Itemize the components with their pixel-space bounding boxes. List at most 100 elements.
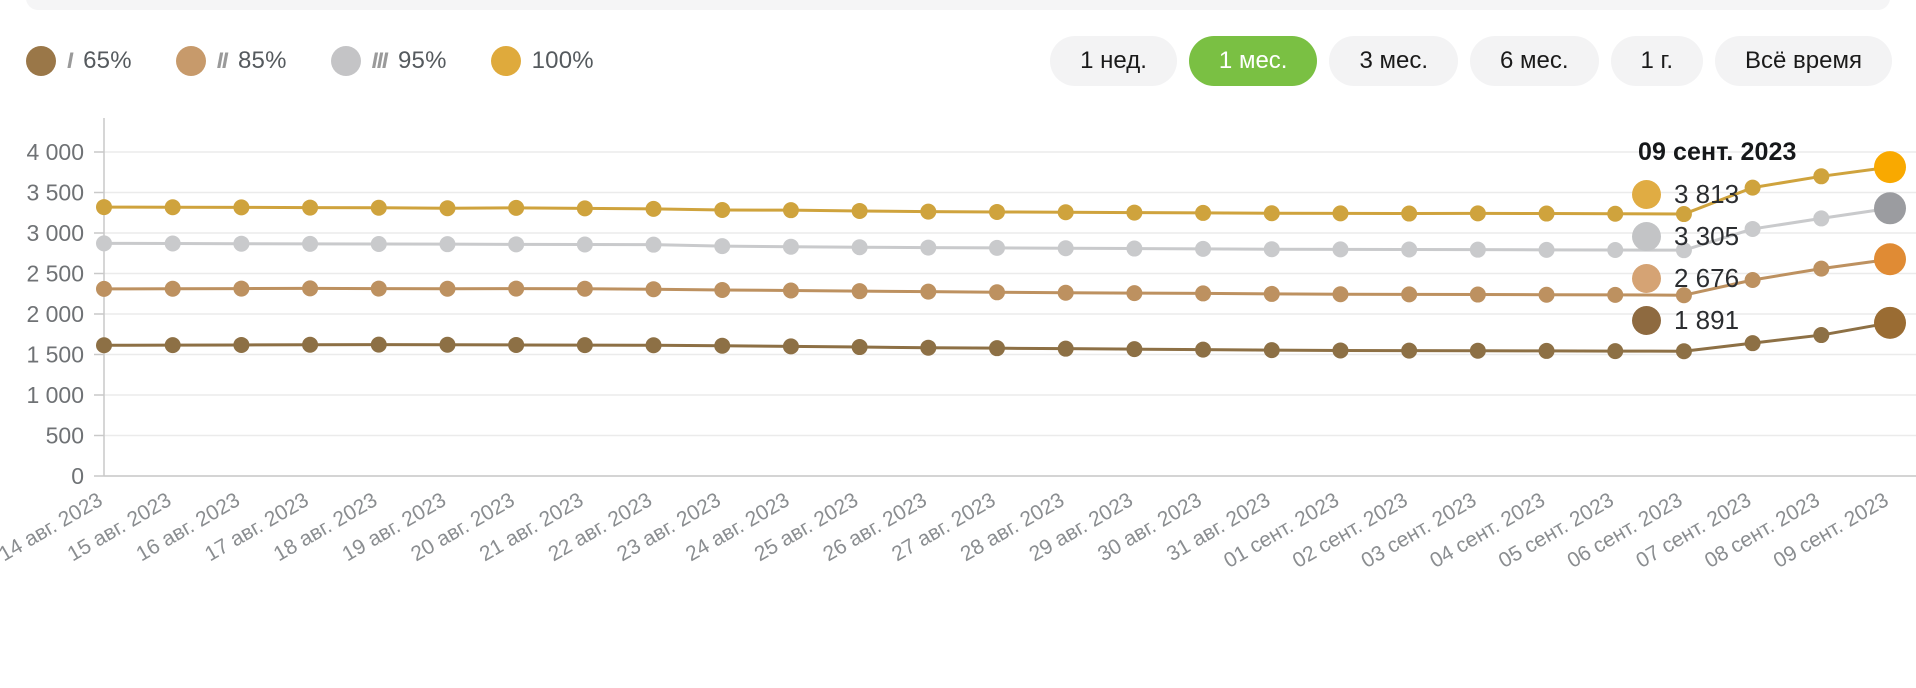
series-point-100%[interactable] [1607,205,1624,222]
series-point-95%[interactable] [714,238,731,255]
series-point-85%[interactable] [576,280,593,297]
series-point-95%[interactable] [1401,241,1418,258]
series-point-65%[interactable] [1813,327,1830,344]
series-point-100%[interactable] [233,199,250,216]
series-point-100%[interactable] [645,200,662,217]
series-point-95%[interactable] [164,235,181,252]
series-layer[interactable] [96,151,1906,360]
series-point-95%[interactable] [1126,240,1143,257]
series-point-85%[interactable] [508,280,525,297]
series-point-100%[interactable] [1675,206,1692,223]
series-point-100%[interactable] [1126,204,1143,221]
series-point-95%[interactable] [989,239,1005,256]
series-point-65%[interactable] [1263,342,1280,359]
series-point-100%[interactable] [508,199,525,216]
legend-item-100[interactable]: 100% [490,46,594,76]
series-point-65%[interactable] [782,338,799,355]
series-point-100%[interactable] [576,200,593,217]
series-point-95%[interactable] [96,235,112,252]
series-point-100%[interactable] [1538,205,1555,222]
series-point-85%[interactable] [302,280,319,297]
series-point-100%[interactable] [1332,205,1349,222]
series-point-85%[interactable] [370,280,387,297]
series-point-95%[interactable] [233,235,250,252]
series-point-95%[interactable] [1332,241,1349,258]
series-point-85%[interactable] [1126,285,1143,302]
series-point-100%[interactable] [920,203,937,220]
series-point-100%[interactable] [164,199,181,216]
series-point-100%[interactable] [1401,205,1418,222]
series-point-65%[interactable] [1057,340,1074,357]
range-button-2[interactable]: 3 мес. [1329,36,1458,86]
series-point-85%[interactable] [1332,286,1349,303]
series-point-85%[interactable] [96,280,112,297]
series-point-65%[interactable] [1126,341,1143,358]
series-point-100%[interactable] [989,203,1005,220]
series-point-85%[interactable] [1744,271,1761,288]
legend-item-65[interactable]: I 65% [26,46,132,76]
series-point-85%[interactable] [1057,284,1074,301]
series-point-65%[interactable] [920,339,937,356]
series-point-95%[interactable] [1538,241,1555,258]
series-point-65%[interactable] [1401,342,1418,359]
series-point-95%[interactable] [1607,242,1624,259]
series-point-65%[interactable] [1332,342,1349,359]
series-point-100%[interactable] [439,200,456,217]
series-point-85%[interactable] [989,284,1005,301]
series-point-100%[interactable] [1195,204,1212,221]
series-point-85%[interactable] [714,282,731,299]
series-point-100%[interactable] [851,202,868,219]
series-point-65%[interactable] [233,336,250,353]
series-point-95%[interactable] [1263,241,1280,258]
series-point-85%[interactable] [1263,285,1280,302]
series-point-85%[interactable] [645,281,662,298]
series-point-100%[interactable] [1263,205,1280,222]
series-point-95%[interactable] [920,239,937,256]
range-button-1[interactable]: 1 мес. [1188,36,1318,86]
series-point-65%[interactable] [508,336,525,353]
series-point-65%[interactable] [96,337,112,354]
series-point-100%[interactable] [1813,168,1830,185]
series-point-95%[interactable] [782,238,799,255]
range-button-0[interactable]: 1 нед. [1050,36,1177,86]
series-point-65%[interactable] [1195,341,1212,358]
series-point-95%[interactable] [1469,241,1486,258]
series-point-85%[interactable] [164,280,181,297]
series-point-95%[interactable] [1744,220,1761,237]
legend-item-85[interactable]: II 85% [175,46,287,76]
series-point-85%[interactable] [782,282,799,299]
series-point-100%[interactable] [370,199,387,216]
series-point-95%[interactable] [508,236,525,253]
series-point-85%[interactable] [1401,286,1418,303]
series-end-marker-95%[interactable] [1874,192,1906,225]
series-point-95%[interactable] [1195,240,1212,257]
series-point-65%[interactable] [989,340,1005,357]
series-point-100%[interactable] [302,199,319,216]
series-point-95%[interactable] [851,239,868,256]
series-point-85%[interactable] [233,280,250,297]
series-point-65%[interactable] [164,337,181,354]
series-point-100%[interactable] [96,199,112,216]
series-point-100%[interactable] [1469,205,1486,222]
series-point-95%[interactable] [370,236,387,253]
series-point-100%[interactable] [1057,204,1074,221]
series-point-65%[interactable] [1744,335,1761,352]
series-point-65%[interactable] [302,336,319,353]
series-end-marker-100%[interactable] [1874,151,1906,184]
series-point-65%[interactable] [1469,342,1486,359]
series-point-65%[interactable] [1675,343,1692,360]
range-button-4[interactable]: 1 г. [1610,36,1704,86]
series-point-85%[interactable] [851,283,868,300]
series-point-100%[interactable] [782,202,799,219]
series-point-100%[interactable] [1744,179,1761,196]
series-point-85%[interactable] [920,283,937,300]
series-point-85%[interactable] [439,280,456,297]
series-point-95%[interactable] [302,235,319,252]
series-point-95%[interactable] [439,236,456,253]
series-point-95%[interactable] [645,236,662,253]
series-end-marker-85%[interactable] [1874,243,1906,276]
series-point-65%[interactable] [1607,343,1624,360]
series-point-65%[interactable] [370,336,387,353]
series-point-95%[interactable] [1057,240,1074,257]
